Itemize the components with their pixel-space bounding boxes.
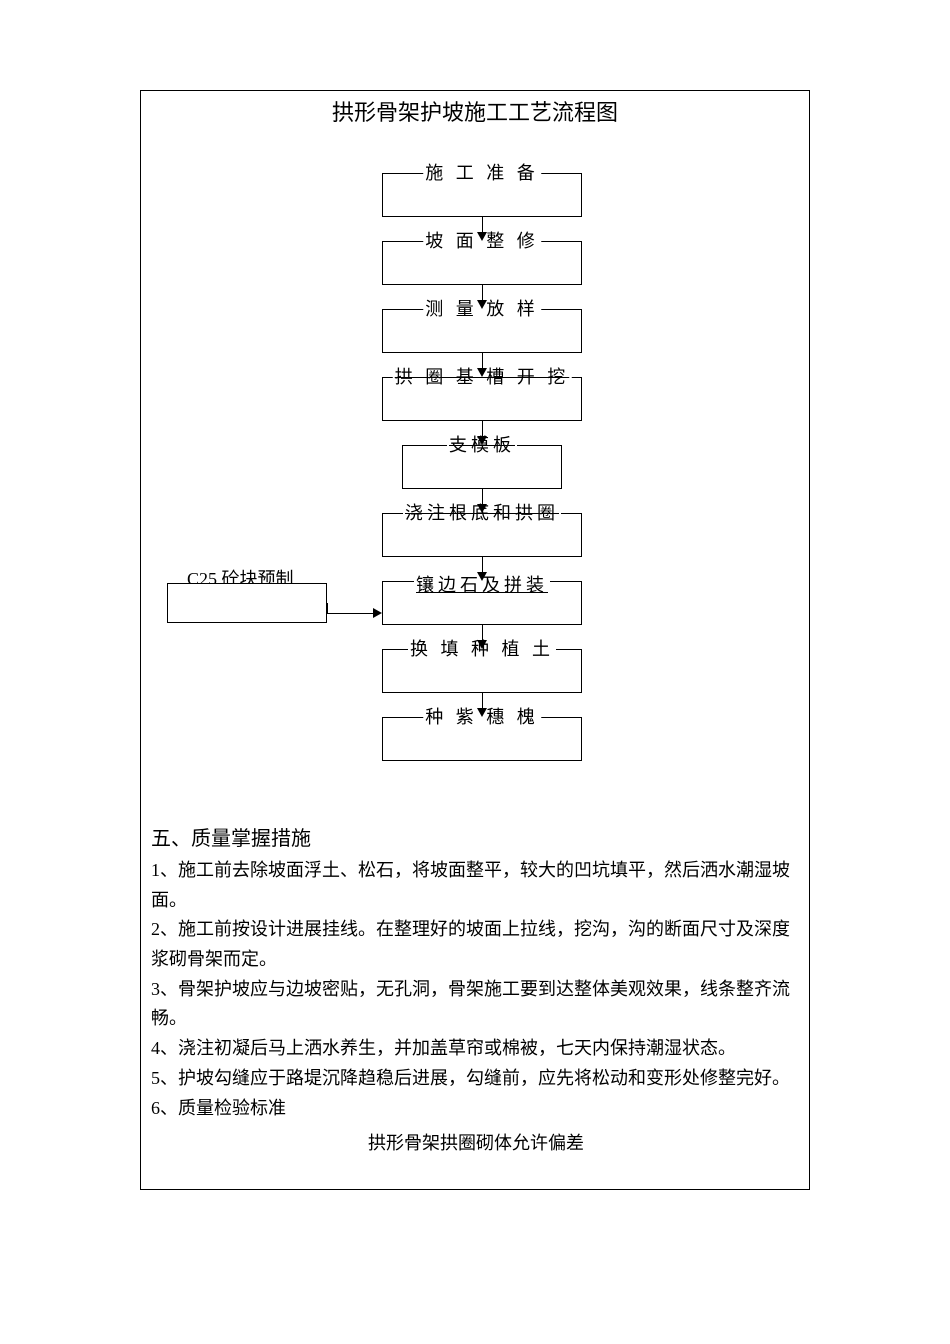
flow-arrow <box>482 217 483 233</box>
arrow-head-down-icon <box>477 708 487 717</box>
flow-arrow <box>482 285 483 301</box>
arrow-head-down-icon <box>477 572 487 581</box>
flowchart-area: 施 工 准 备坡 面 整 修测 量 放 样拱 圈 基 槽 开 挖支模板浇注根底和… <box>147 133 803 823</box>
flow-arrow <box>482 421 483 437</box>
arrow-head-down-icon <box>477 504 487 513</box>
para-1: 1、施工前去除坡面浮土、松石，将坡面整平，较大的凹坑填平，然后洒水潮湿坡面。 <box>151 856 801 915</box>
document-page: 拱形骨架护坡施工工艺流程图 施 工 准 备坡 面 整 修测 量 放 样拱 圈 基… <box>140 90 810 1190</box>
flow-connector <box>327 603 328 613</box>
flow-arrow <box>482 353 483 369</box>
para-4: 4、浇注初凝后马上洒水养生，并加盖草帘或棉被，七天内保持潮湿状态。 <box>151 1034 801 1064</box>
flow-connector <box>327 613 374 614</box>
arrow-head-down-icon <box>477 368 487 377</box>
text-section: 五、质量掌握措施 1、施工前去除坡面浮土、松石，将坡面整平，较大的凹坑填平，然后… <box>147 823 803 1159</box>
table-title: 拱形骨架拱圈砌体允许偏差 <box>151 1129 801 1159</box>
arrow-head-down-icon <box>477 232 487 241</box>
section-5-title: 五、质量掌握措施 <box>151 823 801 856</box>
para-6: 6、质量检验标准 <box>151 1094 801 1124</box>
flow-node-label: 施 工 准 备 <box>423 159 541 185</box>
arrow-head-down-icon <box>477 300 487 309</box>
flow-arrow <box>482 557 483 573</box>
arrow-head-down-icon <box>477 640 487 649</box>
page-title: 拱形骨架护坡施工工艺流程图 <box>147 95 803 127</box>
para-3: 3、骨架护坡应与边坡密贴，无孔洞，骨架施工要到达整体美观效果，线条整齐流畅。 <box>151 975 801 1034</box>
side-node-box <box>167 583 327 623</box>
arrow-head-right-icon <box>373 608 382 618</box>
flow-arrow <box>482 693 483 709</box>
para-2: 2、施工前按设计进展挂线。在整理好的坡面上拉线，挖沟，沟的断面尺寸及深度浆砌骨架… <box>151 915 801 974</box>
arrow-head-down-icon <box>477 436 487 445</box>
para-5: 5、护坡勾缝应于路堤沉降趋稳后进展，勾缝前，应先将松动和变形处修整完好。 <box>151 1064 801 1094</box>
flow-arrow <box>482 489 483 505</box>
flow-arrow <box>482 625 483 641</box>
